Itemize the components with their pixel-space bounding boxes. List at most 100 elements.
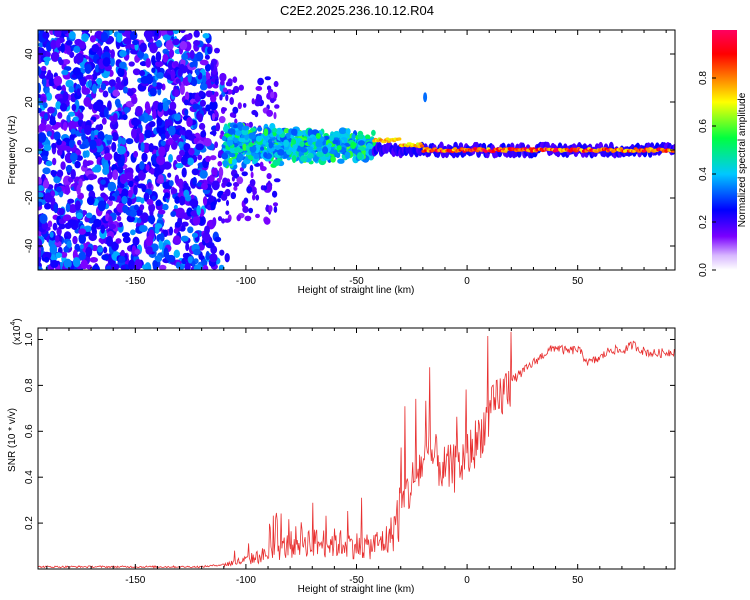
spectrogram-cell — [44, 192, 52, 204]
spectrogram-cell — [300, 147, 308, 153]
spectrogram-cell — [179, 40, 188, 51]
spectrogram-cell — [231, 158, 238, 166]
spectrogram-cell — [150, 167, 155, 175]
spectrogram-cell — [255, 86, 263, 91]
spectrogram-cell — [85, 212, 93, 219]
spectrogram-cell — [105, 134, 113, 141]
spectrogram-cell — [236, 214, 241, 222]
spectrogram-cell — [120, 264, 126, 270]
spectrogram-cell — [241, 171, 248, 177]
spectrogram-cell — [257, 77, 264, 86]
spectrogram-cell — [253, 190, 257, 195]
spectrogram-cell — [38, 176, 43, 186]
spectrogram-cell — [149, 87, 157, 97]
spectrogram-cell — [157, 209, 166, 215]
spectrogram-cell — [192, 215, 201, 226]
spectrogram-cell — [83, 96, 92, 107]
spectrogram-cell — [202, 264, 209, 270]
spectrogram-cell — [358, 146, 366, 152]
spectrogram-cell — [255, 135, 262, 142]
spectrogram-cell — [291, 155, 297, 164]
spectrogram-cell — [90, 130, 95, 142]
spectrogram-cell — [205, 90, 213, 98]
spectrogram-cell — [50, 169, 56, 176]
spectrogram-cell — [110, 263, 120, 270]
spectrogram-cell — [143, 192, 150, 202]
colorbar-tick-label: 0.6 — [698, 119, 709, 133]
spectrogram-cell — [214, 47, 220, 54]
spectrogram-x-ticks: -150 -100 -50 0 50 — [46, 30, 667, 287]
spectrogram-cell — [220, 193, 228, 201]
spectrogram-cell — [251, 194, 256, 201]
spectrogram-cell — [371, 129, 376, 136]
spectrogram-cell — [322, 146, 329, 155]
spectrogram-cell — [183, 182, 189, 190]
spectrogram-cell — [128, 61, 135, 67]
spectrogram-cell — [38, 156, 43, 165]
spectrogram-cell — [185, 242, 190, 252]
spectrogram-cell — [172, 159, 178, 171]
x-tick-label: -150 — [125, 276, 145, 287]
y-tick-label: 0.4 — [24, 470, 35, 484]
spectrogram-cell — [89, 257, 99, 263]
spectrogram-cell — [246, 185, 253, 194]
spectrogram-cell — [179, 30, 186, 34]
spectrogram-cell — [100, 82, 107, 91]
spectrogram-cell — [82, 150, 88, 159]
spectrogram-cell — [148, 143, 154, 153]
spectrogram-cell — [56, 148, 63, 156]
spectrogram-cell — [248, 142, 254, 147]
spectrogram-cell — [199, 170, 208, 179]
spectrogram-cell — [209, 100, 218, 111]
spectrogram-cell — [344, 151, 351, 160]
spectrogram-cell — [154, 223, 163, 230]
spectrogram-cell — [56, 169, 64, 178]
spectrogram-cell — [167, 172, 172, 178]
spectrogram-cell — [193, 30, 200, 38]
spectrogram-cell — [156, 117, 163, 127]
spectrogram-cell — [69, 51, 75, 59]
spectrogram-cell — [55, 252, 63, 258]
spectrogram-cell — [76, 184, 81, 196]
spectrogram-cell — [105, 235, 114, 247]
spectrogram-cell — [205, 155, 211, 163]
spectrogram-cell — [255, 213, 260, 219]
spectrogram-cell — [226, 139, 234, 146]
spectrogram-cell — [260, 185, 265, 191]
spectrogram-cell — [174, 221, 181, 228]
x-tick-label: -150 — [125, 575, 145, 586]
spectrogram-cell — [144, 129, 152, 139]
spectrogram-cell — [50, 259, 59, 269]
spectrogram-cell — [158, 146, 166, 157]
spectrogram-cell — [187, 157, 194, 166]
spectrogram-cell — [47, 106, 55, 114]
spectrogram-cell — [144, 101, 150, 112]
spectrogram-cell — [238, 138, 246, 143]
spectrogram-cell — [121, 188, 129, 199]
spectrogram-cell — [117, 136, 123, 145]
spectrogram-cell — [181, 167, 187, 178]
colorbar-tick-label: 0.2 — [698, 215, 709, 229]
spectrogram-cell — [196, 181, 203, 188]
spectrogram-cell — [236, 153, 244, 161]
spectrogram-cell — [98, 123, 104, 131]
snr-panel: -150 -100 -50 0 50 0.2 0.4 0.6 0.8 1.0 Height of… — [7, 318, 676, 595]
spectrogram-cell — [209, 61, 215, 72]
x-tick-label: -100 — [236, 575, 256, 586]
spectrogram-cell — [145, 32, 153, 41]
y-tick-label: 40 — [24, 48, 35, 60]
spectrogram-cell — [39, 122, 47, 132]
spectrogram-cell — [117, 158, 125, 168]
spectrogram-cell — [371, 141, 377, 146]
spectrogram-cell — [219, 94, 223, 101]
spectrogram-cell — [38, 201, 43, 207]
spectrogram-cell — [199, 99, 206, 107]
spectrogram-cell — [166, 74, 172, 80]
spectrogram-cell — [52, 222, 58, 231]
spectrogram-cell — [77, 112, 84, 121]
spectrogram-cell — [332, 139, 339, 145]
spectrogram-cell — [174, 196, 181, 204]
spectrogram-cell — [84, 63, 92, 74]
spectrogram-cell — [209, 253, 218, 263]
x-tick-label: -50 — [349, 575, 364, 586]
